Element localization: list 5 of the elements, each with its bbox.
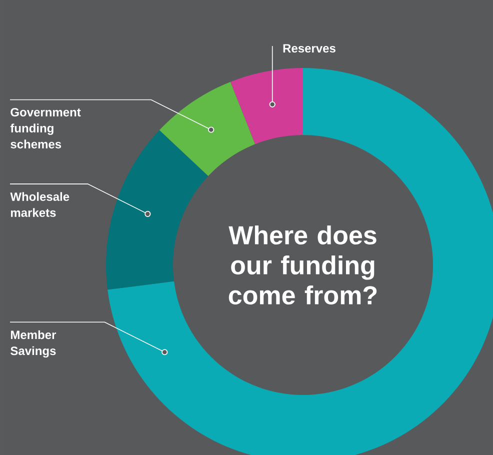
text: Where does our funding come from? — [228, 225, 377, 305]
slice-label: Wholesale markets — [10, 192, 70, 217]
slice-label: Reserves — [283, 44, 336, 53]
slice-label: Member Savings — [10, 330, 56, 358]
slice-label: Government funding schemes — [10, 108, 81, 148]
